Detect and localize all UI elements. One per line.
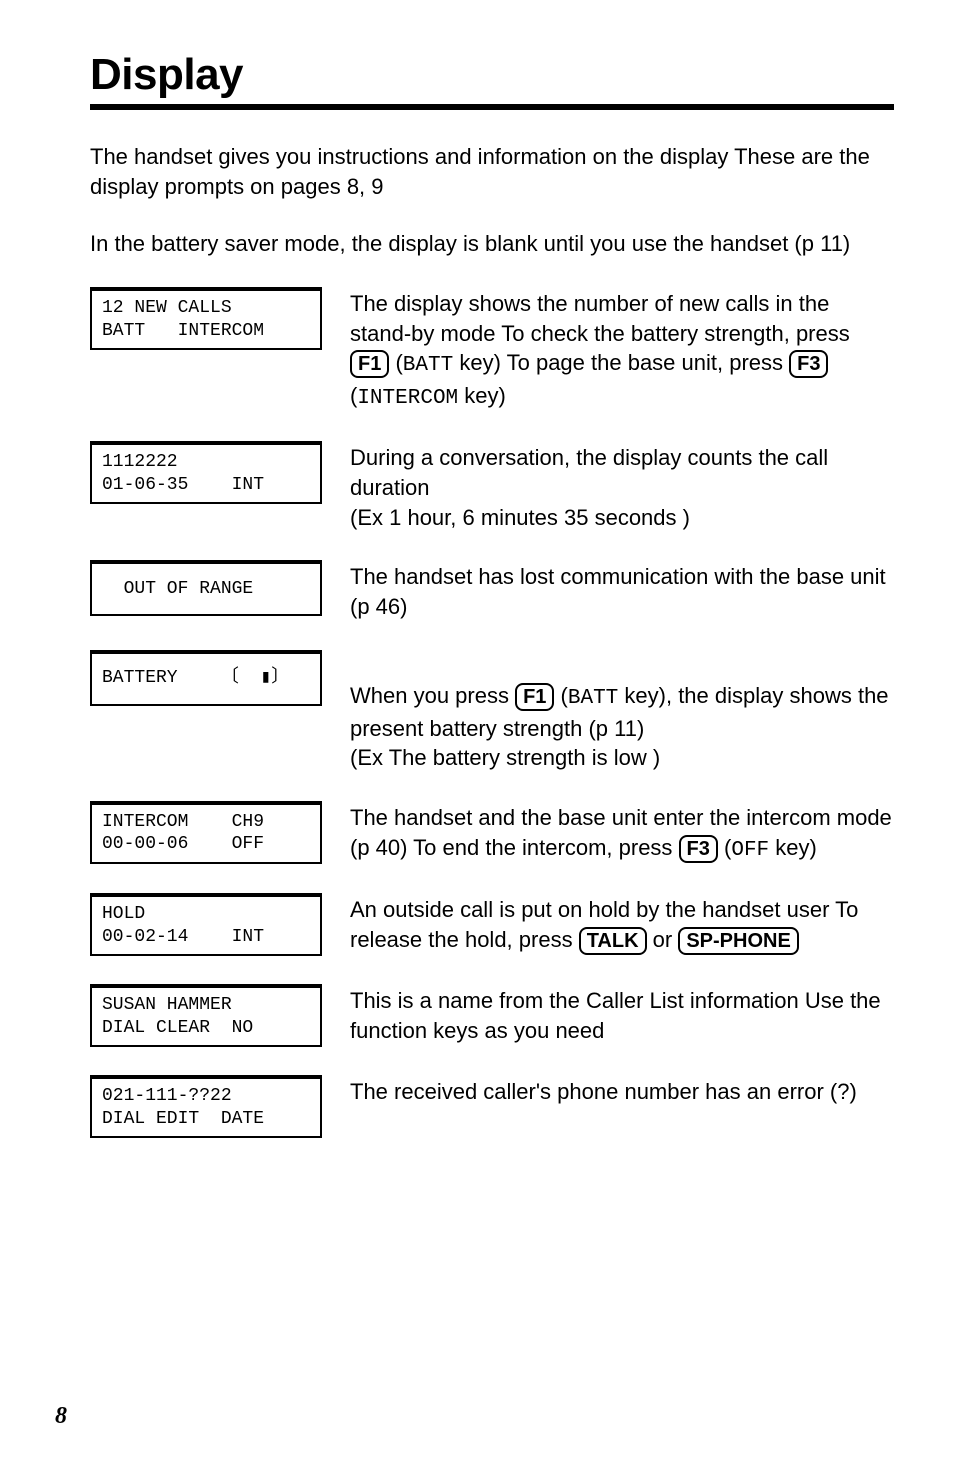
desc-text: key) xyxy=(458,383,506,408)
desc-text: or xyxy=(647,927,679,952)
display-entry: OUT OF RANGE The handset has lost commun… xyxy=(90,560,894,621)
mono-label: BATT xyxy=(568,687,618,710)
entry-description: The handset and the base unit enter the … xyxy=(350,801,894,865)
display-entry: INTERCOM CH9 00-00-06 OFF The handset an… xyxy=(90,801,894,865)
display-entry: SUSAN HAMMER DIAL CLEAR NO This is a nam… xyxy=(90,984,894,1047)
lcd-screen: INTERCOM CH9 00-00-06 OFF xyxy=(90,801,322,864)
entry-description: The handset has lost communication with … xyxy=(350,560,894,621)
intro-paragraph-1: The handset gives you instructions and i… xyxy=(90,142,894,201)
display-entry: 12 NEW CALLS BATT INTERCOM The display s… xyxy=(90,287,894,413)
entry-description: This is a name from the Caller List info… xyxy=(350,984,894,1045)
talk-key-icon: TALK xyxy=(579,927,647,955)
desc-text: ( xyxy=(718,835,731,860)
title-rule xyxy=(90,104,894,110)
f3-key-icon: F3 xyxy=(789,350,828,378)
display-entry: BATTERY 〔 ▮〕 When you press F1 (BATT key… xyxy=(90,650,894,773)
intro-paragraph-2: In the battery saver mode, the display i… xyxy=(90,229,894,259)
desc-text: ( xyxy=(554,683,567,708)
desc-text: When you press xyxy=(350,683,515,708)
desc-text: key) To page the base unit, press xyxy=(453,350,789,375)
lcd-screen: BATTERY 〔 ▮〕 xyxy=(90,650,322,706)
desc-text: key) xyxy=(769,835,817,860)
lcd-screen: 021-111-??22 DIAL EDIT DATE xyxy=(90,1075,322,1138)
f1-key-icon: F1 xyxy=(515,683,554,711)
entry-description: The display shows the number of new call… xyxy=(350,287,894,413)
lcd-screen: 1112222 01-06-35 INT xyxy=(90,441,322,504)
page-number: 8 xyxy=(55,1403,67,1430)
desc-text: The display shows the number of new call… xyxy=(350,291,850,346)
desc-text: ( xyxy=(389,350,402,375)
lcd-screen: HOLD 00-02-14 INT xyxy=(90,893,322,956)
display-entry: 021-111-??22 DIAL EDIT DATE The received… xyxy=(90,1075,894,1138)
entry-description: An outside call is put on hold by the ha… xyxy=(350,893,894,955)
page-title: Display xyxy=(90,50,894,100)
entry-description: When you press F1 (BATT key), the displa… xyxy=(350,650,894,773)
lcd-screen: OUT OF RANGE xyxy=(90,560,322,616)
mono-label: BATT xyxy=(403,354,453,377)
f3-key-icon: F3 xyxy=(679,835,718,863)
lcd-screen: 12 NEW CALLS BATT INTERCOM xyxy=(90,287,322,350)
display-entry: 1112222 01-06-35 INT During a conversati… xyxy=(90,441,894,532)
f1-key-icon: F1 xyxy=(350,350,389,378)
display-entry: HOLD 00-02-14 INT An outside call is put… xyxy=(90,893,894,956)
lcd-screen: SUSAN HAMMER DIAL CLEAR NO xyxy=(90,984,322,1047)
display-entries: 12 NEW CALLS BATT INTERCOM The display s… xyxy=(90,287,894,1138)
sp-phone-key-icon: SP-PHONE xyxy=(678,927,798,955)
mono-label: INTERCOM xyxy=(357,387,458,410)
entry-description: The received caller's phone number has a… xyxy=(350,1075,894,1107)
mono-label: OFF xyxy=(731,839,769,862)
entry-description: During a conversation, the display count… xyxy=(350,441,894,532)
